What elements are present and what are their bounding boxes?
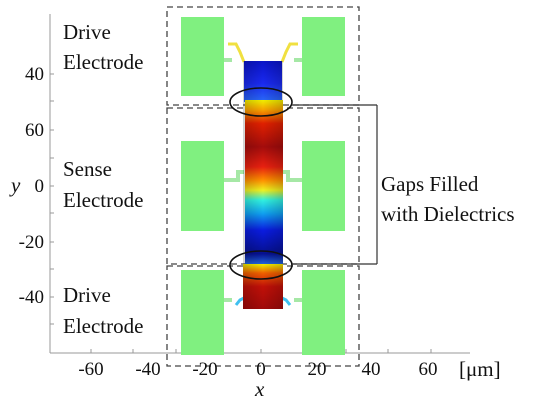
drive-top-label-line1: Drive (63, 20, 111, 44)
x-tick-label: -60 (78, 359, 103, 380)
y-tick-label: -20 (19, 232, 44, 253)
gaps-annotation-line1: Gaps Filled (381, 172, 479, 196)
x-tick-label: 20 (308, 359, 327, 380)
gap-ellipse-top (229, 87, 293, 117)
x-tick-label: 0 (256, 359, 266, 380)
gap-ellipse-bottom (229, 250, 293, 280)
sense-label-line2: Electrode (63, 188, 143, 212)
y-tick-labels: 40 60 0 -20 -40 (19, 64, 44, 308)
y-tick-label: 40 (25, 64, 44, 85)
drive-top-label-line2: Electrode (63, 50, 143, 74)
electrode-top-right (302, 17, 345, 96)
electrode-bot-left (181, 270, 224, 355)
beam-shading (243, 61, 283, 309)
axes (49, 14, 470, 354)
y-tick-label: -40 (19, 287, 44, 308)
gap-bracket (292, 104, 378, 265)
sense-label-line1: Sense (63, 157, 112, 181)
resonator-beam (243, 61, 283, 309)
gaps-annotation-line2: with Dielectrics (381, 202, 515, 226)
x-axis-title: x (254, 377, 265, 401)
electrode-bot-right (302, 270, 345, 355)
x-tick-label: -40 (135, 359, 160, 380)
x-tick-label: 60 (419, 359, 438, 380)
y-tick-label: 0 (35, 176, 45, 197)
electrode-mid-left (181, 141, 224, 231)
electrode-top-left (181, 17, 224, 96)
drive-bottom-label-line2: Electrode (63, 314, 143, 338)
x-tick-label: 40 (362, 359, 381, 380)
drive-bottom-label-line1: Drive (63, 283, 111, 307)
x-axis-unit: [μm] (459, 357, 501, 381)
y-axis-title: y (9, 173, 21, 197)
x-tick-label: -20 (192, 359, 217, 380)
electrodes (181, 17, 345, 355)
x-tick-labels: -60 -40 -20 0 20 40 60 (78, 359, 437, 380)
y-tick-label: 60 (25, 120, 44, 141)
electrode-mid-right (302, 141, 345, 231)
